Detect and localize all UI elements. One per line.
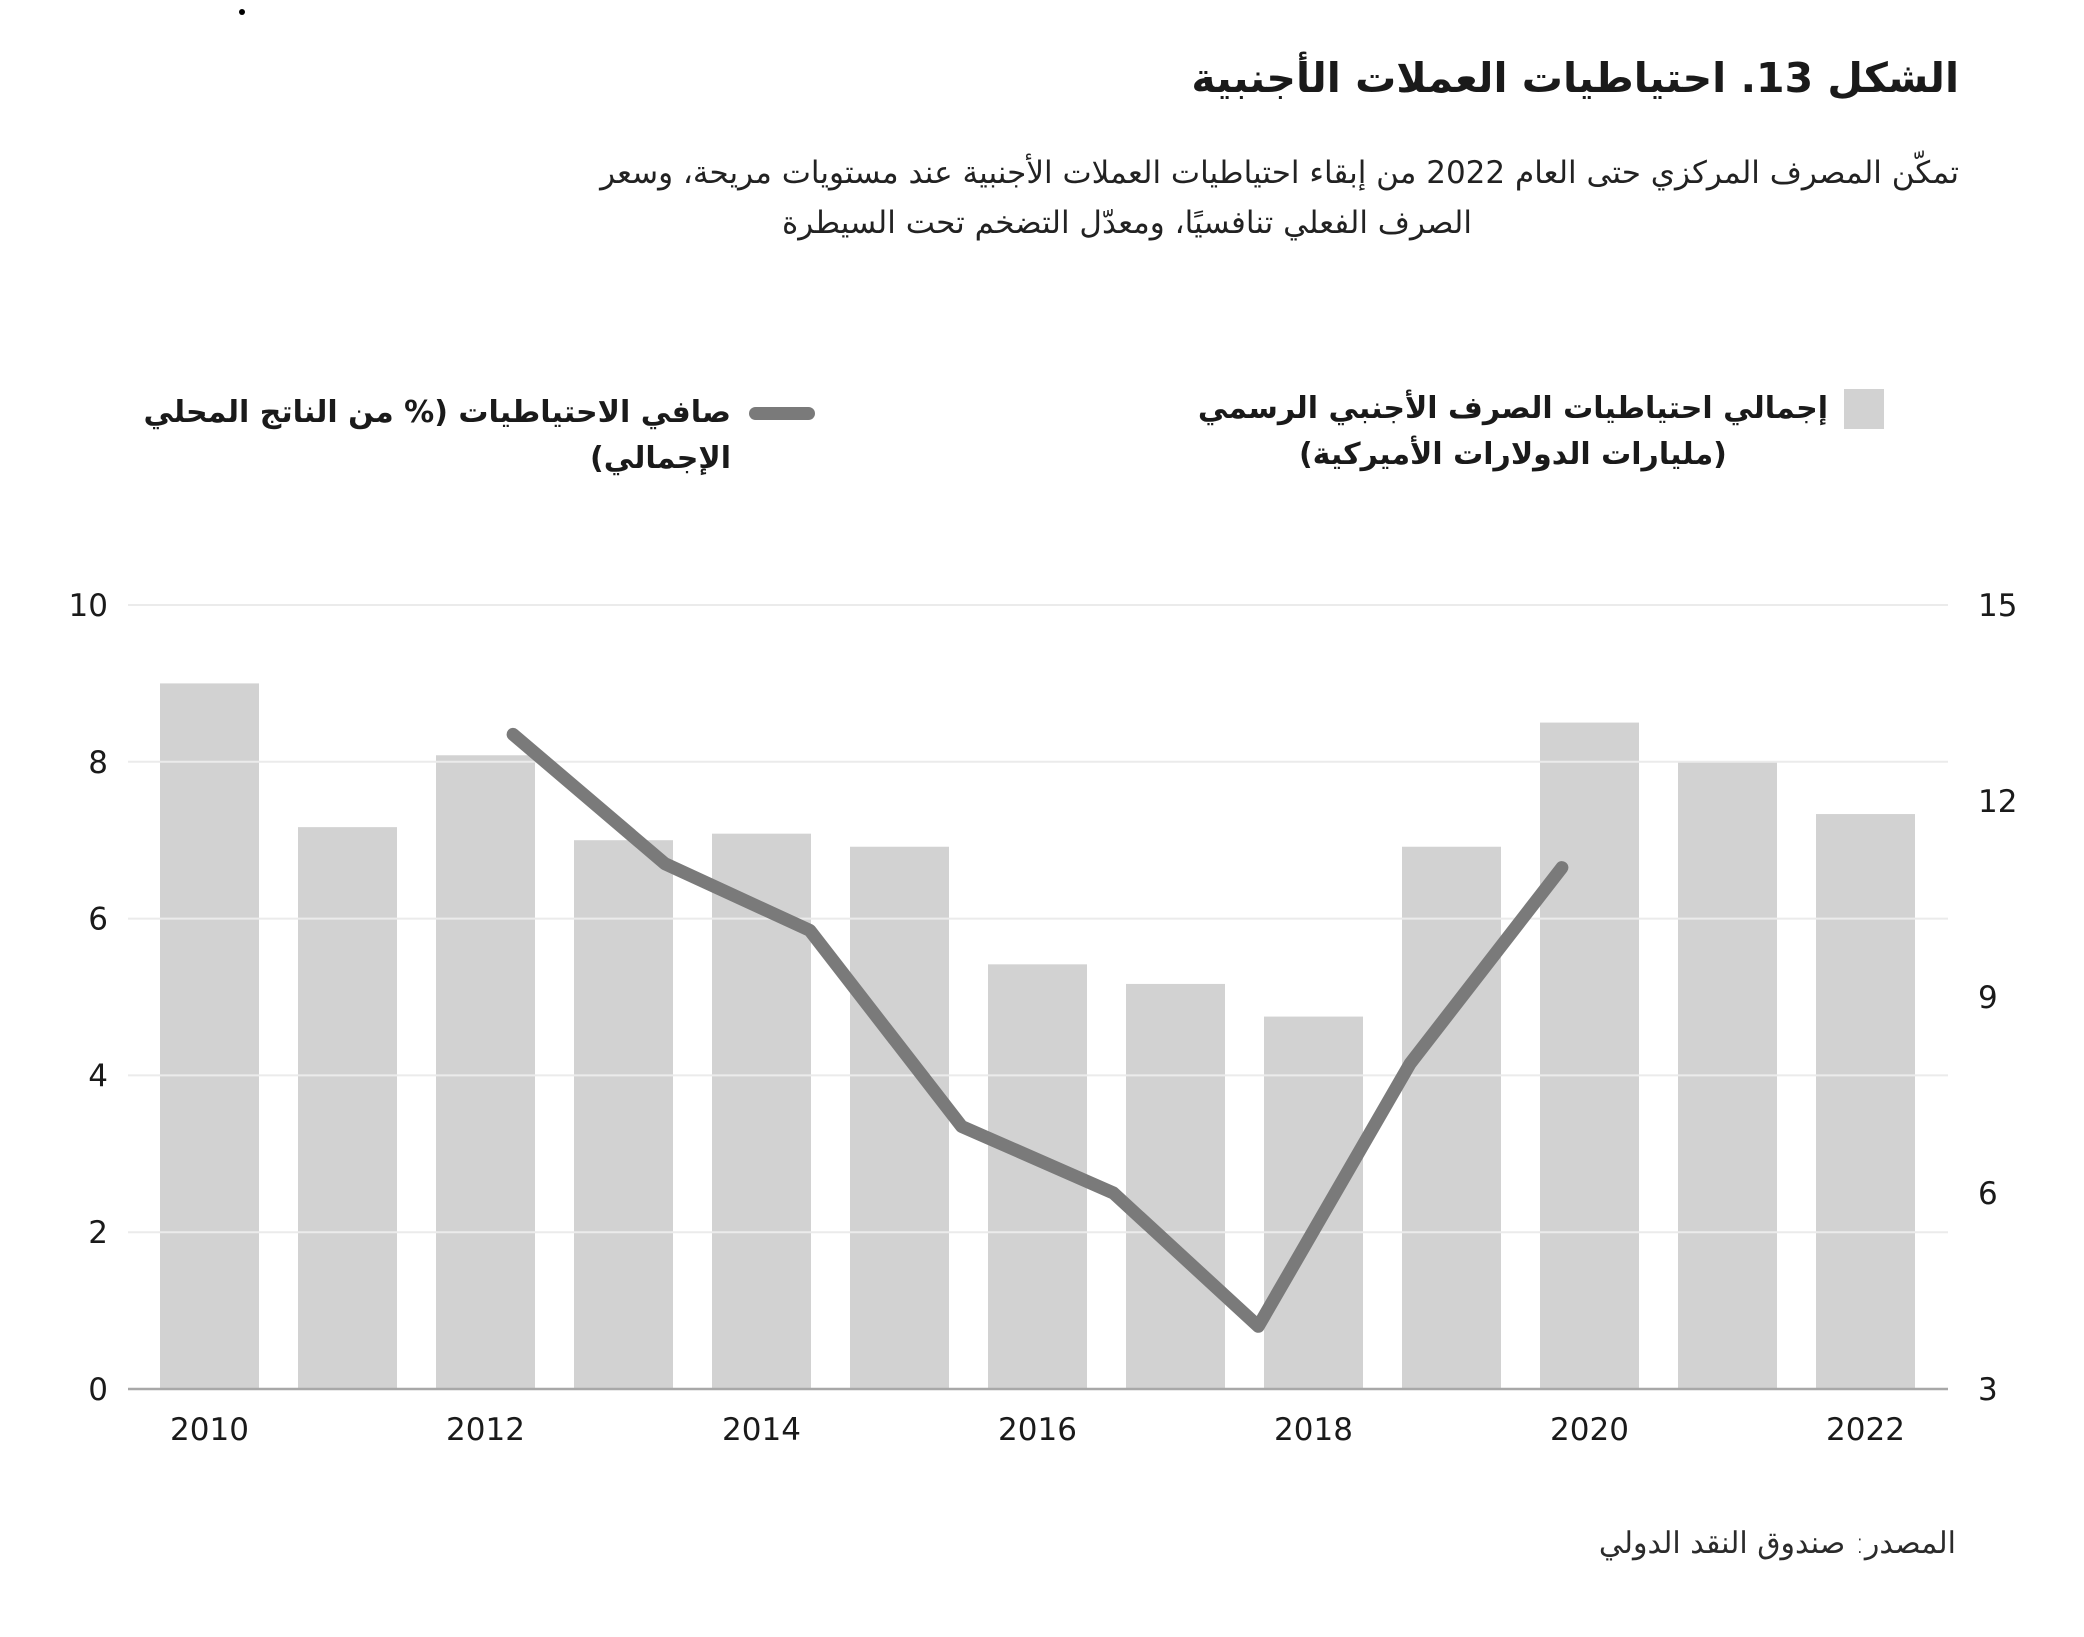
legend-label-gross-reserves: إجمالي احتياطيات الصرف الأجنبي الرسمي (م… bbox=[1198, 386, 1828, 478]
legend-label-gross-reserves-line1: إجمالي احتياطيات الصرف الأجنبي الرسمي bbox=[1197, 391, 1828, 426]
x-axis-tick-2016: 2016 bbox=[998, 1412, 1077, 1448]
bar-2011 bbox=[298, 827, 397, 1389]
bar-2017 bbox=[1126, 983, 1225, 1389]
figure-title: الشكل 13. احتياطيات العملات الأجنبية bbox=[1191, 54, 1959, 102]
y-axis-right-tick-12: 12 bbox=[1978, 784, 2017, 820]
y-axis-left-tick-8: 8 bbox=[88, 745, 108, 781]
x-axis-tick-2014: 2014 bbox=[722, 1412, 801, 1448]
bar-2022 bbox=[1816, 814, 1915, 1389]
bar-2019 bbox=[1402, 846, 1501, 1389]
y-axis-left-tick-6: 6 bbox=[88, 902, 108, 938]
stray-dot bbox=[239, 9, 245, 15]
figure-subtitle-line-1: تمكّن المصرف المركزي حتى العام 2022 من إ… bbox=[600, 155, 1959, 191]
y-axis-left-tick-2: 2 bbox=[88, 1215, 108, 1251]
y-axis-right-tick-6: 6 bbox=[1978, 1176, 1998, 1212]
y-axis-left-tick-4: 4 bbox=[88, 1058, 108, 1094]
x-axis-tick-2018: 2018 bbox=[1274, 1412, 1353, 1448]
y-axis-right-tick-9: 9 bbox=[1978, 980, 1998, 1016]
bar-2012 bbox=[436, 755, 535, 1389]
source-note: المصدر: صندوق النقد الدولي bbox=[1598, 1526, 1956, 1561]
reserves-chart: 0 2 4 6 8 10 3 6 9 12 15 2010 2012 2014 2016 2018 2020 20… bbox=[69, 588, 2018, 1448]
bar-series-swatch-icon bbox=[1844, 389, 1884, 429]
x-axis-tick-2010: 2010 bbox=[170, 1412, 249, 1448]
line-series-swatch-icon bbox=[749, 407, 815, 420]
net-reserves-line bbox=[506, 727, 1569, 1333]
bar-2010 bbox=[160, 683, 259, 1389]
x-axis-tick-2012: 2012 bbox=[446, 1412, 525, 1448]
legend-label-gross-reserves-line2: (مليارات الدولارات الأميركية) bbox=[1298, 437, 1727, 472]
legend-item-gross-reserves: إجمالي احتياطيات الصرف الأجنبي الرسمي (م… bbox=[1198, 386, 1884, 478]
y-axis-left-tick-0: 0 bbox=[88, 1372, 108, 1408]
x-axis-tick-2022: 2022 bbox=[1826, 1412, 1905, 1448]
legend-item-net-reserves: صافي الاحتياطيات (% من الناتج المحلي الإ… bbox=[0, 390, 815, 482]
bar-2018 bbox=[1264, 1016, 1363, 1389]
bar-2015 bbox=[850, 846, 949, 1389]
bar-2020 bbox=[1540, 722, 1639, 1389]
y-axis-right-tick-3: 3 bbox=[1978, 1372, 1998, 1408]
figure-subtitle-line-2: الصرف الفعلي تنافسيًا، ومعدّل التضخم تحت… bbox=[782, 205, 1472, 241]
y-axis-right-tick-15: 15 bbox=[1978, 588, 2017, 624]
bar-2013 bbox=[574, 840, 673, 1389]
legend-label-net-reserves: صافي الاحتياطيات (% من الناتج المحلي الإ… bbox=[143, 395, 731, 476]
x-axis-tick-2020: 2020 bbox=[1550, 1412, 1629, 1448]
y-axis-left-tick-10: 10 bbox=[69, 588, 108, 624]
